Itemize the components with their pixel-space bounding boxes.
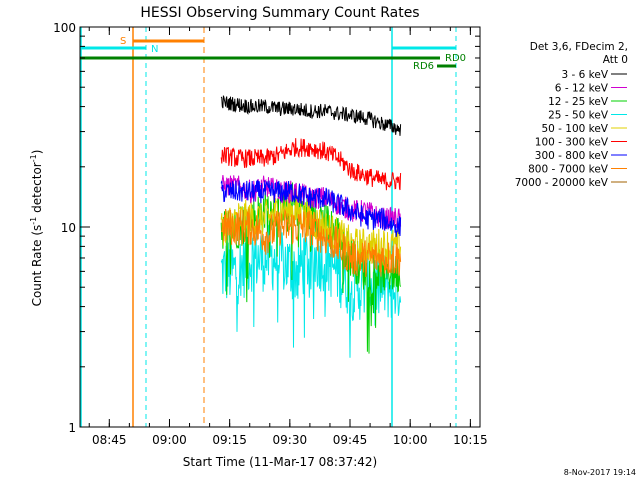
legend-label: 12 - 25 keV	[548, 96, 609, 108]
legend-label: 25 - 50 keV	[548, 110, 609, 122]
y-tick-label: 1	[68, 421, 76, 435]
x-tick-label: 09:00	[152, 433, 187, 447]
y-axis-label-end: )	[30, 150, 44, 155]
night-label: N	[151, 44, 158, 55]
y-axis-label: Count Rate (s-1 detector-1)	[29, 150, 44, 307]
x-axis: 08:45 09:00 09:15 09:30 09:45 10:00 10:15	[88, 27, 488, 447]
legend: Det 3,6, FDecim 2, Att 0 3 - 6 keV 6 - 12…	[515, 41, 628, 189]
legend-label: 100 - 300 keV	[535, 137, 609, 149]
legend-label: 800 - 7000 keV	[528, 164, 609, 176]
legend-header-2: Att 0	[603, 54, 628, 66]
y-axis-label-mid: detector	[30, 162, 44, 217]
plot-area: S N RD0 RD6	[80, 27, 466, 427]
x-axis-label: Start Time (11-Mar-17 08:37:42)	[183, 455, 377, 469]
series-line-0	[220, 95, 402, 136]
y-tick-label: 100	[53, 21, 76, 35]
legend-header-1: Det 3,6, FDecim 2,	[530, 41, 628, 53]
rd0-label: RD0	[445, 53, 466, 64]
y-axis-label-main: Count Rate (s	[30, 225, 44, 307]
legend-label: 3 - 6 keV	[561, 69, 608, 81]
legend-label: 50 - 100 keV	[541, 123, 608, 135]
legend-label: 6 - 12 keV	[555, 83, 609, 95]
x-tick-label: 09:15	[212, 433, 247, 447]
y-tick-label: 10	[61, 221, 76, 235]
series-line-7	[221, 208, 402, 278]
x-tick-label: 08:45	[92, 433, 127, 447]
rd6-label: RD6	[413, 61, 434, 72]
x-tick-label: 09:30	[273, 433, 308, 447]
x-tick-label: 09:45	[333, 433, 368, 447]
x-tick-label: 10:00	[393, 433, 428, 447]
y-axis: 1 10 100	[53, 21, 480, 435]
legend-label: 7000 - 20000 keV	[515, 177, 609, 189]
y-axis-label-sup2: -1	[29, 154, 38, 162]
legend-label: 300 - 800 keV	[535, 150, 609, 162]
chart-title: HESSI Observing Summary Count Rates	[140, 5, 419, 21]
y-axis-label-sup1: -1	[29, 217, 38, 225]
saa-label: S	[120, 36, 126, 47]
series-line-5	[220, 138, 402, 191]
x-tick-label: 10:15	[453, 433, 488, 447]
footer-date: 8-Nov-2017 19:14	[564, 468, 636, 477]
series-line-6	[220, 179, 402, 238]
